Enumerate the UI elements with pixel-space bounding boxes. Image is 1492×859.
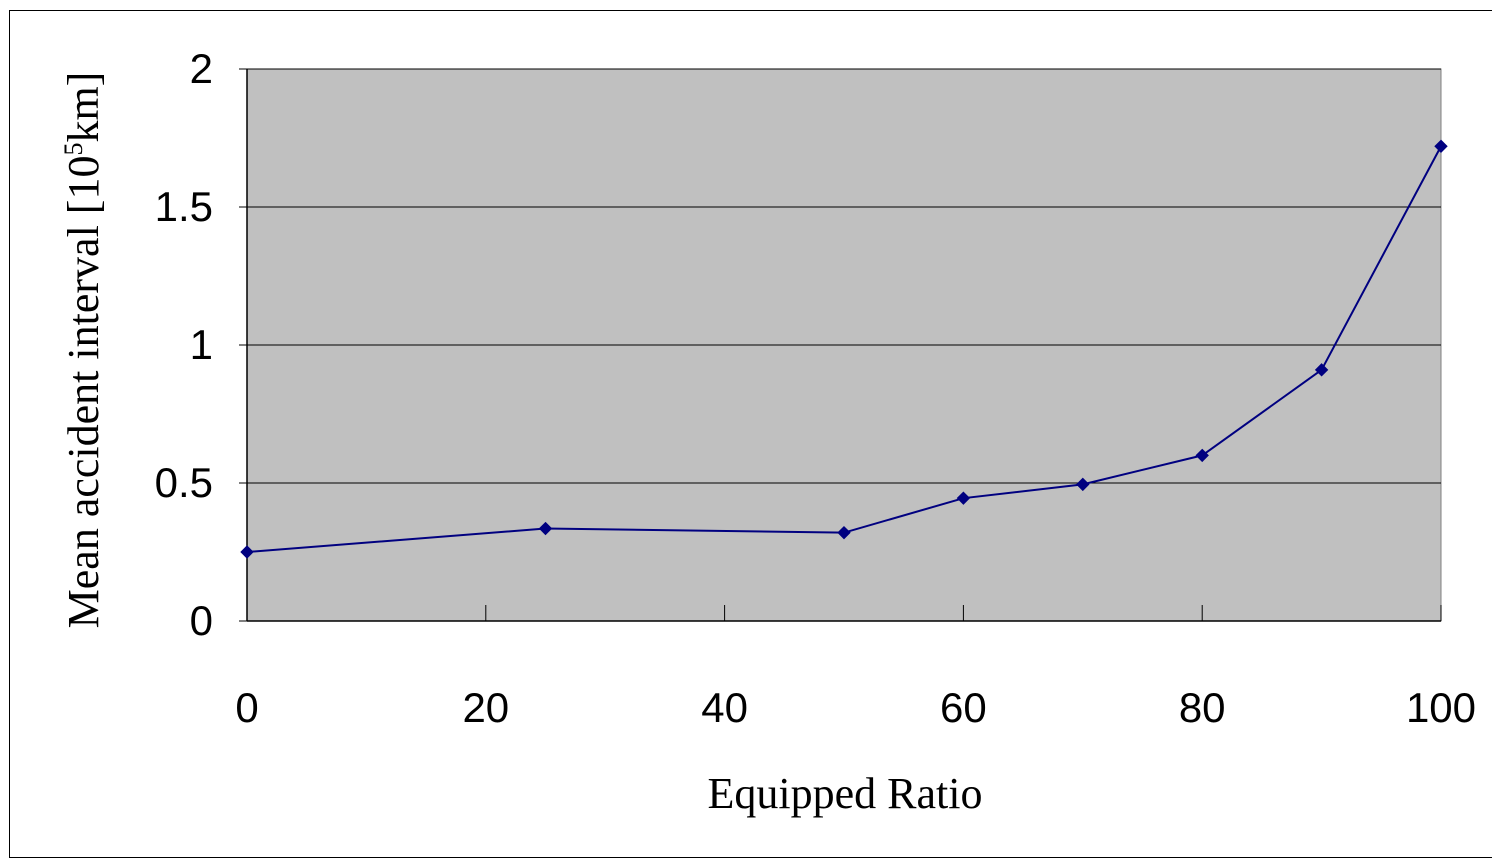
y-axis-title-suffix: km] [59,72,108,143]
x-tick-label: 20 [462,684,509,731]
y-tick-label: 0 [190,597,213,644]
y-tick-labels: 0 0.5 1 1.5 2 [155,45,213,644]
data-point-marker [956,491,971,505]
x-tick-labels: 0 20 40 60 80 100 [235,684,1476,731]
x-tick-label: 40 [701,684,748,731]
series-line [246,145,1442,553]
data-point-marker [1195,448,1209,463]
y-tick-label: 1.5 [155,183,213,230]
y-axis-title-base: 10 [59,156,108,200]
y-axis-title-prefix: Mean accident interval [ [59,200,108,629]
y-tick-label: 0.5 [155,459,213,506]
data-point-marker [1076,477,1090,492]
data-point-marker [538,521,553,536]
series [240,139,1448,559]
data-point-marker [1434,139,1448,153]
x-tick-label: 60 [940,684,987,731]
data-point-marker [1314,363,1329,377]
x-tick-label: 0 [235,684,258,731]
y-axis-title-exponent: 5 [59,143,88,156]
chart-frame [9,10,1492,858]
x-axis-title: Equipped Ratio [708,769,983,818]
grid-lines [239,68,1441,622]
data-point-marker [240,545,254,559]
y-axis-title: Mean accident interval [105km] [59,72,108,629]
x-tick-label: 80 [1179,684,1226,731]
y-tick-label: 1 [190,321,213,368]
data-point-marker [837,525,851,540]
x-tick-label: 100 [1406,684,1476,731]
y-tick-label: 2 [190,45,213,92]
